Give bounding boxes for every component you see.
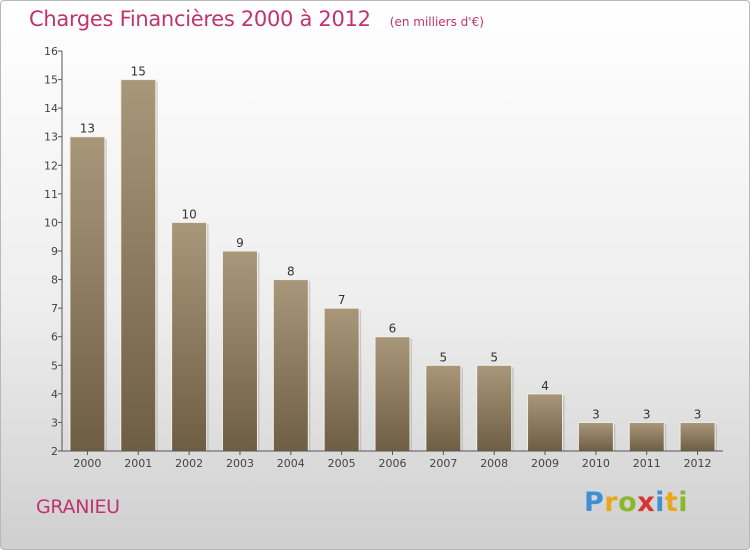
x-tick-label: 2002 — [175, 457, 203, 470]
y-tick-label: 7 — [51, 302, 58, 315]
x-tick-label: 2009 — [531, 457, 559, 470]
y-tick-label: 3 — [51, 416, 58, 429]
x-tick-label: 2004 — [277, 457, 305, 470]
data-label: 9 — [236, 236, 244, 250]
data-label: 15 — [131, 65, 146, 79]
y-tick-label: 15 — [44, 74, 58, 87]
bar-2005 — [323, 307, 360, 452]
bar-2012 — [679, 421, 716, 452]
data-label: 6 — [389, 322, 397, 336]
y-tick-label: 5 — [51, 359, 58, 372]
bar-2011 — [628, 421, 665, 452]
y-tick-label: 2 — [51, 445, 58, 458]
bar-2000 — [69, 136, 106, 452]
proxiti-logo[interactable]: Proxiti — [584, 487, 689, 518]
data-label: 3 — [643, 407, 651, 421]
y-tick-label: 10 — [44, 216, 58, 229]
bar-2002 — [171, 221, 208, 452]
chart-subtitle: (en milliers d'€) — [389, 15, 484, 29]
bar-2004 — [272, 279, 309, 452]
x-tick-label: 2003 — [226, 457, 254, 470]
data-label: 3 — [592, 407, 600, 421]
bar-2006 — [374, 336, 411, 452]
bar-2007 — [425, 364, 462, 452]
x-tick-label: 2005 — [328, 457, 356, 470]
bar-2010 — [577, 421, 614, 452]
bar-2008 — [476, 364, 513, 452]
bar-2003 — [221, 250, 258, 452]
bar-2001 — [120, 79, 157, 452]
y-tick-label: 16 — [44, 45, 58, 58]
chart-title: Charges Financières 2000 à 2012 — [29, 7, 371, 31]
bar-2009 — [527, 393, 564, 452]
axis-layer: 2 3 4 5 6 7 8 9 10 11 12 13 14 15 16 2000 2001 2002 2003 20… — [44, 45, 723, 470]
y-tick-label: 4 — [51, 388, 58, 401]
place-name: GRANIEU — [36, 496, 120, 518]
data-label: 13 — [80, 122, 95, 136]
x-tick-label: 2000 — [73, 457, 101, 470]
y-tick-label: 13 — [44, 131, 58, 144]
x-tick-label: 2007 — [429, 457, 457, 470]
bars-layer: 13 15 10 9 8 7 6 5 5 4 3 3 3 — [69, 65, 718, 452]
data-label: 3 — [694, 407, 702, 421]
data-label: 7 — [338, 293, 346, 307]
data-label: 5 — [440, 350, 448, 364]
x-tick-label: 2006 — [379, 457, 407, 470]
y-tick-label: 9 — [51, 245, 58, 258]
title-row: Charges Financières 2000 à 2012 (en mill… — [29, 7, 484, 31]
data-label: 10 — [181, 207, 196, 221]
y-tick-label: 12 — [44, 159, 58, 172]
y-tick-label: 11 — [44, 188, 58, 201]
data-label: 5 — [490, 350, 498, 364]
x-tick-label: 2011 — [633, 457, 661, 470]
x-tick-label: 2010 — [582, 457, 610, 470]
x-tick-label: 2008 — [480, 457, 508, 470]
data-label: 8 — [287, 265, 295, 279]
data-label: 4 — [541, 379, 549, 393]
y-tick-label: 6 — [51, 331, 58, 344]
y-tick-label: 14 — [44, 102, 58, 115]
y-tick-label: 8 — [51, 274, 58, 287]
x-tick-label: 2001 — [124, 457, 152, 470]
x-tick-label: 2012 — [684, 457, 712, 470]
